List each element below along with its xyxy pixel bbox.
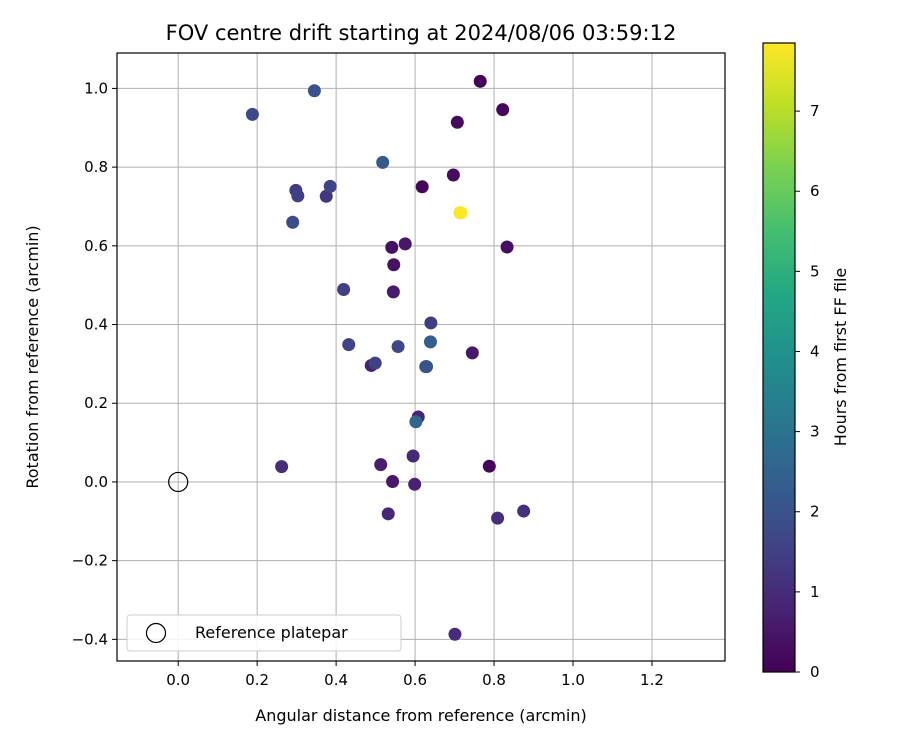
scatter-point <box>423 335 437 349</box>
scatter-point <box>376 155 390 169</box>
x-tick-label: 1.0 <box>561 671 585 689</box>
scatter-point <box>415 180 429 194</box>
colorbar-label: Hours from first FF file <box>831 268 850 447</box>
scatter-point <box>319 189 333 203</box>
x-tick-label: 0.0 <box>166 671 190 689</box>
scatter-point <box>385 240 399 254</box>
scatter-point <box>307 84 321 98</box>
scatter-point <box>424 316 438 330</box>
plot-background <box>117 53 725 661</box>
scatter-point <box>275 460 289 474</box>
legend-entry-reference-platepar: Reference platepar <box>195 623 348 642</box>
legend-marker-open-circle <box>145 622 167 644</box>
y-tick-label: −0.4 <box>72 630 108 648</box>
colorbar-tick-label: 4 <box>810 342 820 360</box>
plot-area: 0.0 0.2 0.4 0.6 0.8 1.0 1.2 −0.4 −0.2 0.0 0.2 0.4 0.… <box>72 52 726 689</box>
scatter-point <box>381 507 395 521</box>
reference-platepar-point <box>168 471 189 493</box>
legend: Reference platepar <box>126 614 402 652</box>
scatter-point <box>496 103 510 117</box>
plot-frame <box>116 52 726 662</box>
colorbar-ticks: 0 1 2 3 4 5 6 7 <box>795 102 820 681</box>
scatter-point <box>491 511 505 525</box>
scatter-point <box>398 237 412 251</box>
x-tick-label: 0.4 <box>324 671 348 689</box>
grid <box>117 53 725 661</box>
scatter-point <box>286 215 300 229</box>
y-tick-label: 1.0 <box>84 79 108 97</box>
y-tick-label: 0.8 <box>84 158 108 176</box>
scatter-point <box>408 477 422 491</box>
colorbar-tick-label: 2 <box>810 503 820 521</box>
scatter-point <box>409 415 423 429</box>
x-tick-label: 0.6 <box>403 671 427 689</box>
x-tick-label: 0.8 <box>482 671 506 689</box>
scatter-point <box>323 179 337 193</box>
y-tick-label: −0.2 <box>72 552 108 570</box>
axis-ticks: 0.0 0.2 0.4 0.6 0.8 1.0 1.2 −0.4 −0.2 0.0 0.2 0.4 0.… <box>72 79 664 689</box>
scatter-point <box>386 475 400 489</box>
colorbar-tick-label: 1 <box>810 583 820 601</box>
reference-point-layer <box>168 471 189 493</box>
y-axis-label: Rotation from reference (arcmin) <box>23 225 42 488</box>
chart-title: FOV centre drift starting at 2024/08/06 … <box>166 21 677 45</box>
colorbar-tick-label: 0 <box>810 663 820 681</box>
x-tick-label: 0.2 <box>245 671 269 689</box>
scatter-point <box>473 74 487 88</box>
colorbar-gradient <box>762 42 796 673</box>
scatter-points <box>245 74 531 641</box>
y-tick-label: 0.6 <box>84 237 108 255</box>
scatter-point <box>500 240 514 254</box>
colorbar-tick-label: 3 <box>810 423 820 441</box>
scatter-point <box>368 356 382 370</box>
scatter-point <box>419 360 433 374</box>
colorbar-tick-label: 5 <box>810 262 820 280</box>
scatter-point <box>406 449 420 463</box>
scatter-point <box>374 458 388 472</box>
y-tick-label: 0.2 <box>84 394 108 412</box>
scatter-point <box>450 115 464 129</box>
legend-box <box>126 614 402 652</box>
scatter-point <box>387 258 401 272</box>
scatter-point <box>448 627 462 641</box>
scatter-point <box>386 285 400 299</box>
scatter-point <box>465 346 479 360</box>
scatter-point <box>291 189 305 203</box>
y-tick-label: 0.4 <box>84 316 108 334</box>
colorbar-tick-label: 7 <box>810 102 820 120</box>
scatter-point <box>454 206 468 220</box>
x-tick-label: 1.2 <box>640 671 664 689</box>
scatter-point <box>446 168 460 182</box>
scatter-point <box>482 459 496 473</box>
colorbar: 0 1 2 3 4 5 6 7 Hours from first FF file <box>762 42 850 681</box>
x-axis-label: Angular distance from reference (arcmin) <box>255 706 586 725</box>
scatter-point <box>391 340 405 354</box>
scatter-point <box>342 338 356 352</box>
scatter-point <box>517 504 531 518</box>
y-tick-label: 0.0 <box>84 473 108 491</box>
scatter-point <box>337 283 351 297</box>
scatter-point <box>245 107 259 121</box>
colorbar-tick-label: 6 <box>810 182 820 200</box>
